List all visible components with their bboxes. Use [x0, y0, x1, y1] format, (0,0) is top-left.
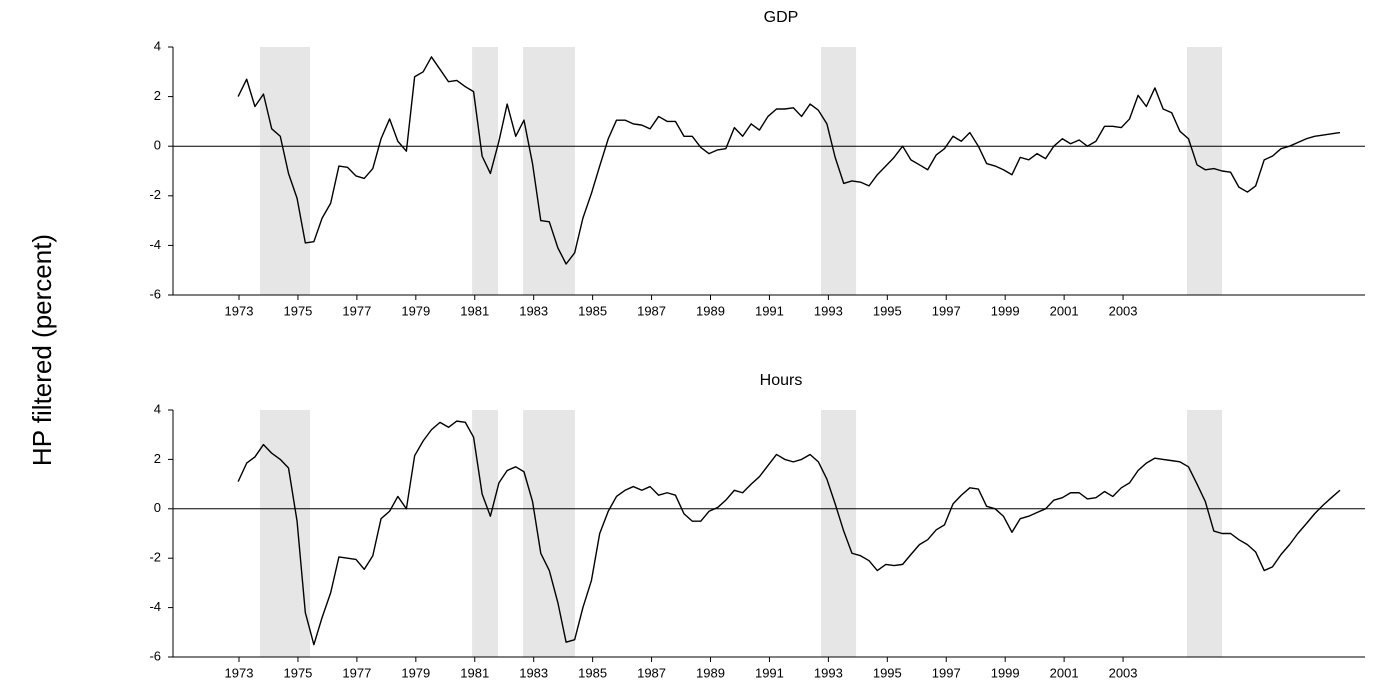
x-tick-label: 1987: [637, 665, 666, 680]
x-tick-label: 1975: [283, 303, 312, 318]
y-axis-label: HP filtered (percent): [27, 234, 57, 466]
x-tick-label: 1993: [814, 303, 843, 318]
shaded-period: [472, 410, 499, 657]
y-tick-label: -6: [149, 648, 161, 663]
x-tick-label: 1997: [932, 665, 961, 680]
x-tick-label: 1987: [637, 303, 666, 318]
data-line: [237, 420, 1341, 646]
x-tick-label: 1993: [814, 665, 843, 680]
y-tick-label: 0: [154, 500, 161, 515]
chart-title: Hours: [760, 372, 803, 389]
y-tick-label: -4: [149, 599, 161, 614]
x-tick-label: 1981: [460, 665, 489, 680]
x-tick-label: 1999: [991, 665, 1020, 680]
x-tick-label: 1989: [696, 303, 725, 318]
shaded-period: [1187, 47, 1223, 295]
x-tick-label: 2001: [1050, 665, 1079, 680]
shaded-period: [523, 47, 575, 295]
x-tick-label: 1989: [696, 665, 725, 680]
y-tick-label: -2: [149, 187, 161, 202]
x-tick-label: 2003: [1109, 665, 1138, 680]
y-tick-label: 4: [154, 38, 161, 53]
x-tick-label: 2001: [1050, 303, 1079, 318]
chart-title: GDP: [764, 9, 799, 26]
x-tick-label: 1997: [932, 303, 961, 318]
shaded-period: [523, 410, 575, 657]
x-tick-label: 1981: [460, 303, 489, 318]
x-tick-label: 1995: [873, 303, 902, 318]
shaded-period: [1187, 410, 1223, 657]
x-tick-label: 1999: [991, 303, 1020, 318]
shaded-period: [259, 410, 311, 657]
x-tick-label: 1985: [578, 665, 607, 680]
y-tick-label: -2: [149, 550, 161, 565]
x-tick-label: 1983: [519, 303, 548, 318]
x-tick-label: 1979: [401, 665, 430, 680]
x-tick-label: 1985: [578, 303, 607, 318]
y-tick-label: 0: [154, 138, 161, 153]
x-tick-label: 1975: [283, 665, 312, 680]
x-tick-label: 1973: [225, 665, 254, 680]
x-tick-label: 1991: [755, 303, 784, 318]
y-tick-label: -6: [149, 286, 161, 301]
x-tick-label: 1991: [755, 665, 784, 680]
y-tick-label: 2: [154, 451, 161, 466]
x-tick-label: 2003: [1109, 303, 1138, 318]
y-tick-label: -4: [149, 237, 161, 252]
y-tick-label: 2: [154, 88, 161, 103]
shaded-period: [821, 410, 857, 657]
shaded-period: [821, 47, 857, 295]
x-tick-label: 1977: [342, 303, 371, 318]
x-tick-label: 1995: [873, 665, 902, 680]
x-tick-label: 1979: [401, 303, 430, 318]
data-line: [237, 56, 1341, 265]
shaded-period: [472, 47, 499, 295]
x-tick-label: 1977: [342, 665, 371, 680]
shaded-period: [259, 47, 311, 295]
x-tick-label: 1973: [225, 303, 254, 318]
x-tick-label: 1983: [519, 665, 548, 680]
y-tick-label: 4: [154, 401, 161, 416]
